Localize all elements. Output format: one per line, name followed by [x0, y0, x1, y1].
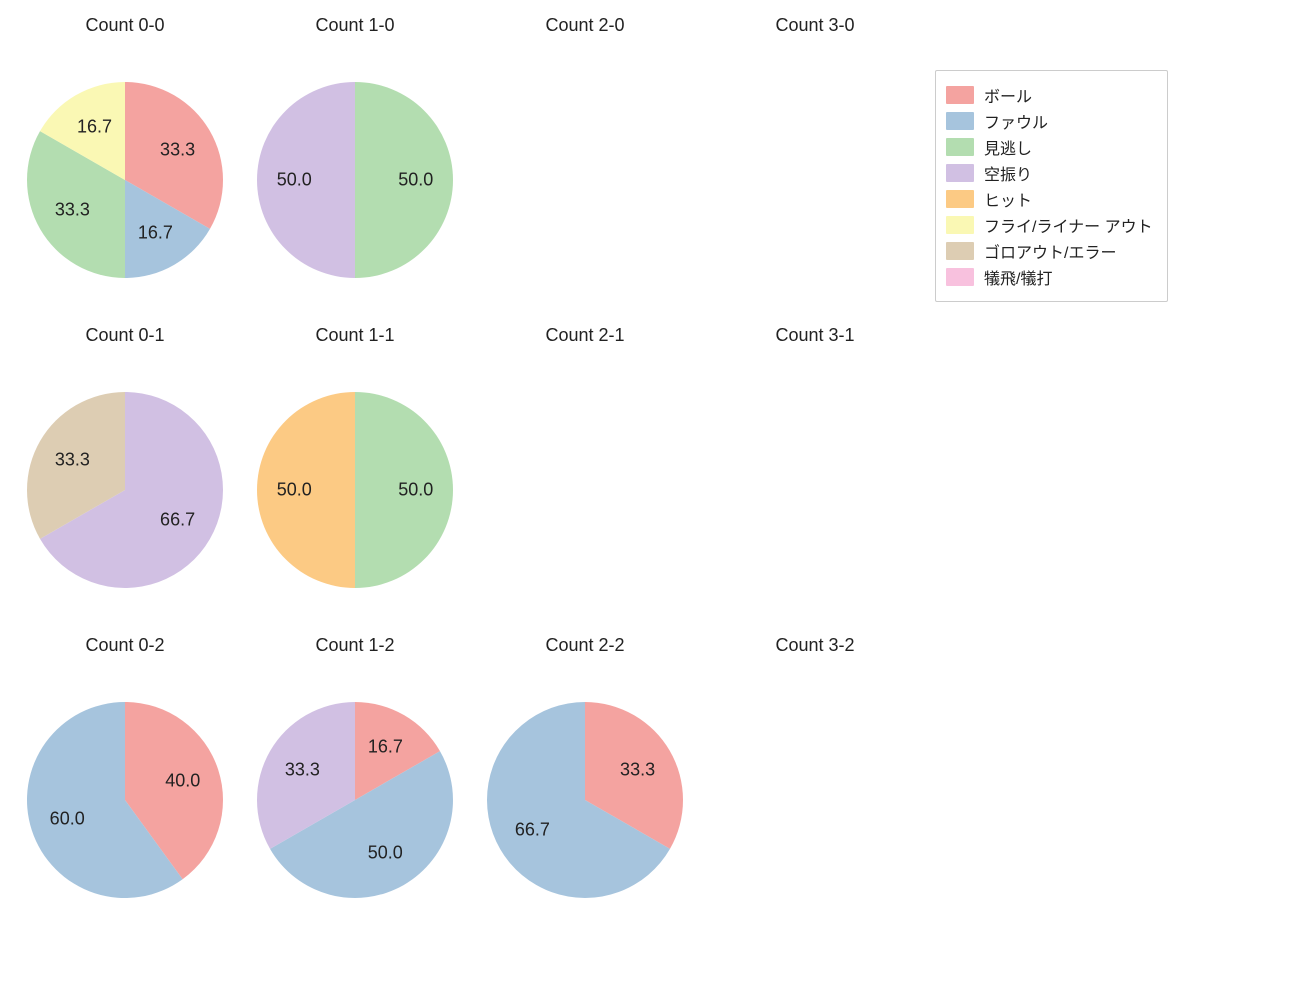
legend-swatch [946, 112, 974, 130]
legend-swatch [946, 216, 974, 234]
slice-label: 33.3 [55, 200, 90, 221]
legend-label: ヒット [984, 187, 1032, 211]
slice-label: 16.7 [138, 222, 173, 243]
pie-chart [10, 325, 240, 635]
legend-item-look: 見逃し [946, 135, 1153, 159]
slice-label: 60.0 [50, 808, 85, 829]
panel-count-3-2: Count 3-2 [700, 635, 930, 935]
panel-count-0-1: Count 0-166.733.3 [10, 325, 240, 625]
legend-swatch [946, 138, 974, 156]
legend-item-foul: ファウル [946, 109, 1153, 133]
legend-label: 犠飛/犠打 [984, 265, 1052, 289]
slice-label: 66.7 [160, 510, 195, 531]
legend-swatch [946, 242, 974, 260]
legend-swatch [946, 164, 974, 182]
legend-label: ゴロアウト/エラー [984, 239, 1116, 263]
slice-label: 50.0 [398, 170, 433, 191]
slice-label: 50.0 [277, 170, 312, 191]
slice-label: 66.7 [515, 820, 550, 841]
panel-count-2-0: Count 2-0 [470, 15, 700, 315]
panel-count-3-0: Count 3-0 [700, 15, 930, 315]
legend-item-ball: ボール [946, 83, 1153, 107]
legend-item-sac: 犠飛/犠打 [946, 265, 1153, 289]
panel-count-0-0: Count 0-033.316.733.316.7 [10, 15, 240, 315]
panel-count-3-1: Count 3-1 [700, 325, 930, 625]
slice-label: 33.3 [55, 449, 90, 470]
legend-label: ボール [984, 83, 1032, 107]
slice-label: 50.0 [368, 842, 403, 863]
legend-swatch [946, 190, 974, 208]
slice-label: 50.0 [398, 480, 433, 501]
pie-chart [240, 325, 470, 635]
panel-title: Count 3-2 [700, 635, 930, 656]
pie-chart [470, 635, 700, 945]
legend-item-hit: ヒット [946, 187, 1153, 211]
chart-canvas: Count 0-033.316.733.316.7Count 1-050.050… [0, 0, 1300, 1000]
panel-count-1-0: Count 1-050.050.0 [240, 15, 470, 315]
slice-label: 50.0 [277, 480, 312, 501]
legend-swatch [946, 268, 974, 286]
legend-item-flyout: フライ/ライナー アウト [946, 213, 1153, 237]
panel-title: Count 3-0 [700, 15, 930, 36]
panel-title: Count 3-1 [700, 325, 930, 346]
legend-label: フライ/ライナー アウト [984, 213, 1153, 237]
slice-label: 33.3 [620, 759, 655, 780]
legend-swatch [946, 86, 974, 104]
panel-count-0-2: Count 0-240.060.0 [10, 635, 240, 935]
panel-count-2-2: Count 2-233.366.7 [470, 635, 700, 935]
panel-title: Count 2-0 [470, 15, 700, 36]
legend-label: ファウル [984, 109, 1048, 133]
slice-label: 16.7 [368, 737, 403, 758]
legend-label: 見逃し [984, 135, 1032, 159]
pie-chart [240, 635, 470, 945]
panel-count-1-2: Count 1-216.750.033.3 [240, 635, 470, 935]
pie-chart [240, 15, 470, 325]
legend-label: 空振り [984, 161, 1032, 185]
panel-count-1-1: Count 1-150.050.0 [240, 325, 470, 625]
slice-label: 40.0 [165, 771, 200, 792]
panel-title: Count 2-1 [470, 325, 700, 346]
panel-count-2-1: Count 2-1 [470, 325, 700, 625]
slice-label: 33.3 [285, 759, 320, 780]
slice-label: 33.3 [160, 139, 195, 160]
legend: ボールファウル見逃し空振りヒットフライ/ライナー アウトゴロアウト/エラー犠飛/… [935, 70, 1168, 302]
pie-chart [10, 15, 240, 325]
pie-chart [10, 635, 240, 945]
legend-item-gout: ゴロアウト/エラー [946, 239, 1153, 263]
slice-label: 16.7 [77, 117, 112, 138]
legend-item-swing: 空振り [946, 161, 1153, 185]
